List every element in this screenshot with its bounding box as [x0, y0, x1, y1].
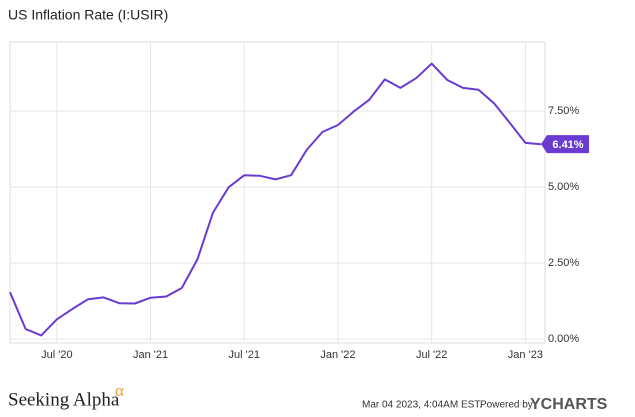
x-tick-label: Jan '21 [133, 349, 168, 361]
timestamp: Mar 04 2023, 4:04AM EST. [362, 400, 482, 411]
y-tick-label: 5.00% [548, 181, 579, 193]
y-tick-label: 7.50% [548, 105, 579, 117]
x-tick-label: Jan '23 [508, 349, 543, 361]
chart-title: US Inflation Rate (I:USIR) [8, 7, 168, 23]
x-tick-label: Jan '22 [320, 349, 355, 361]
provider: YCHARTS [530, 396, 608, 413]
plot-frame [9, 41, 546, 344]
data-line [9, 62, 542, 337]
value-label-box [541, 135, 589, 154]
y-tick-label: 0.00% [548, 333, 579, 345]
x-tick-label: Jul '21 [229, 349, 260, 361]
value-label: 6.41% [552, 139, 583, 151]
brand-mark: α [115, 381, 124, 400]
x-tick-label: Jul '20 [41, 349, 72, 361]
x-tick-label: Jul '22 [416, 349, 447, 361]
brand: Seeking Alpha [8, 389, 120, 410]
powered-by: Powered by [480, 400, 533, 411]
y-tick-label: 2.50% [548, 257, 579, 269]
